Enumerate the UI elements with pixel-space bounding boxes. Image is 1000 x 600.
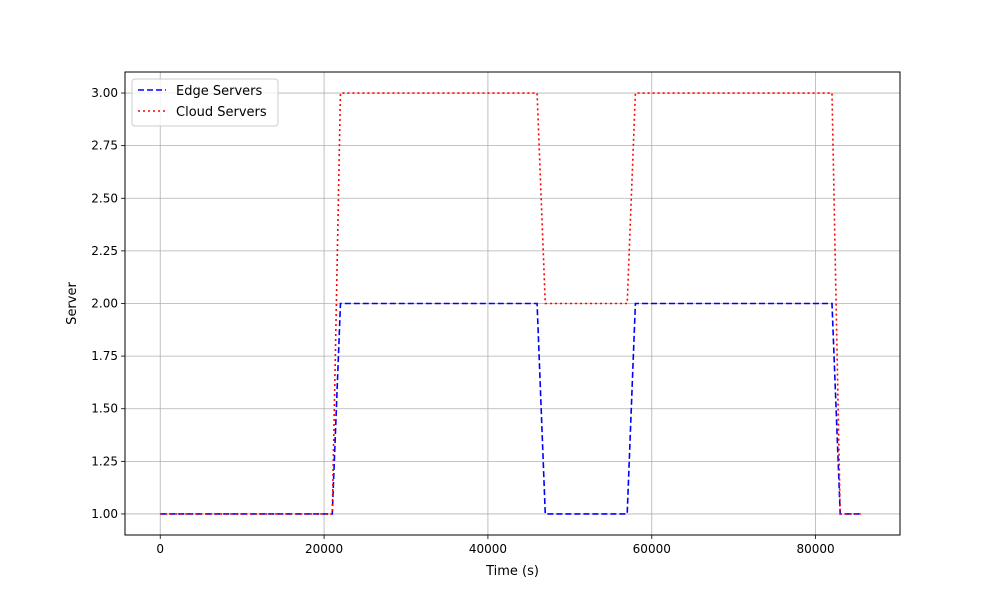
y-tick-label: 2.50 [91, 191, 118, 205]
y-axis-ticks: 1.00 1.25 1.50 1.75 2.00 2.25 2.50 2.75 3.00 [91, 86, 125, 521]
legend-label-edge-servers: Edge Servers [176, 84, 262, 99]
legend-box [131, 78, 279, 127]
series-line-edge-servers [160, 302, 861, 515]
x-axis-ticks: 0 20000 40000 60000 80000 [156, 535, 835, 556]
y-tick-label: 1.00 [91, 507, 118, 521]
series-lines [160, 92, 861, 515]
y-tick-label: 3.00 [91, 86, 118, 100]
y-tick-label: 2.00 [91, 297, 118, 311]
y-tick-label: 2.25 [91, 244, 118, 258]
x-tick-label: 20000 [305, 542, 343, 556]
y-tick-label: 1.25 [91, 454, 118, 468]
x-tick-label: 0 [156, 542, 164, 556]
x-tick-label: 60000 [633, 542, 671, 556]
x-tick-label: 40000 [469, 542, 507, 556]
y-axis-label: Server [65, 282, 80, 325]
x-tick-label: 80000 [797, 542, 835, 556]
y-tick-label: 1.75 [91, 349, 118, 363]
series-line-cloud-servers [160, 92, 861, 515]
y-tick-label: 2.75 [91, 139, 118, 153]
y-tick-label: 1.50 [91, 402, 118, 416]
legend: Edge Servers Cloud Servers [131, 78, 279, 127]
x-axis-label: Time (s) [485, 564, 539, 579]
legend-label-cloud-servers: Cloud Servers [176, 105, 267, 120]
